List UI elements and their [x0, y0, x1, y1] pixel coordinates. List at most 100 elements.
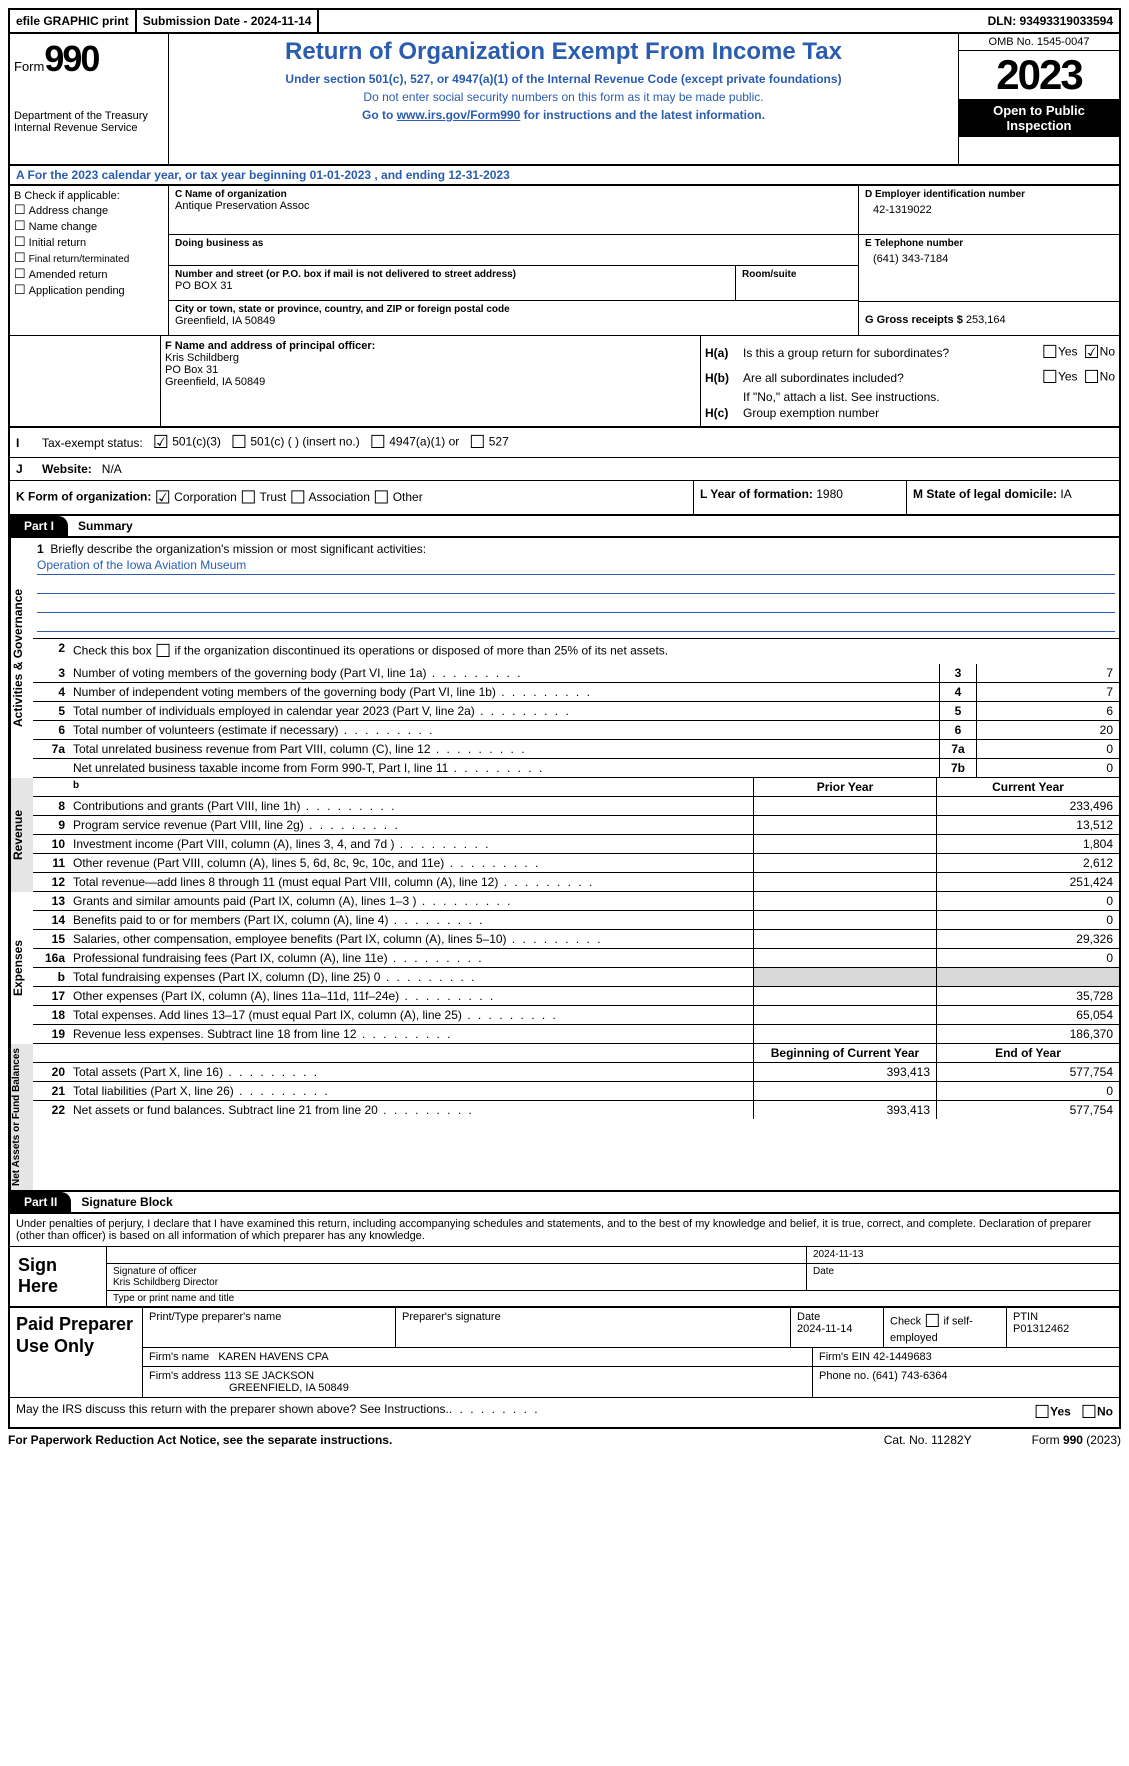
- part-1-header: Part I Summary: [8, 516, 1121, 538]
- ein-label: D Employer identification number: [865, 189, 1113, 200]
- summary-revenue: Revenue b Prior Year Current Year 8Contr…: [8, 778, 1121, 892]
- city-label: City or town, state or province, country…: [175, 304, 852, 315]
- spacer: [319, 10, 981, 32]
- firm-phone: (641) 743-6364: [872, 1370, 947, 1382]
- sign-block: Sign Here 2024-11-13 Signature of office…: [8, 1247, 1121, 1308]
- chk-other[interactable]: ☐ Other: [373, 490, 423, 504]
- chk-4947[interactable]: ☐ 4947(a)(1) or: [370, 432, 460, 453]
- current-year-hdr: Current Year: [936, 778, 1119, 796]
- table-row: 14Benefits paid to or for members (Part …: [33, 911, 1119, 930]
- form-number: 990: [44, 38, 98, 79]
- part-2-title: Signature Block: [81, 1195, 172, 1209]
- type-print-label: Type or print name and title: [107, 1291, 1119, 1306]
- mission-line-2: [37, 577, 1115, 594]
- line-2: Check this box ☐ if the organization dis…: [69, 639, 1119, 664]
- form-ref: Form 990 (2023): [1032, 1433, 1121, 1447]
- col-b: B Check if applicable: ☐Address change ☐…: [10, 186, 169, 335]
- chk-address[interactable]: ☐Address change: [14, 202, 164, 218]
- table-row: 22Net assets or fund balances. Subtract …: [33, 1101, 1119, 1119]
- discuss-no[interactable]: ☐No: [1081, 1402, 1113, 1423]
- cat-no: Cat. No. 11282Y: [884, 1433, 972, 1447]
- page-footer: For Paperwork Reduction Act Notice, see …: [8, 1429, 1121, 1451]
- table-row: 13Grants and similar amounts paid (Part …: [33, 892, 1119, 911]
- ha-yes[interactable]: ☐Yes: [1042, 342, 1078, 363]
- chk-trust[interactable]: ☐ Trust: [240, 490, 286, 504]
- ha-label: Is this a group return for subordinates?: [743, 346, 1042, 360]
- ha-tag: H(a): [705, 346, 743, 360]
- mission-block: 1 Briefly describe the organization's mi…: [33, 538, 1119, 639]
- chk-initial[interactable]: ☐Initial return: [14, 234, 164, 250]
- officer-addr1: PO Box 31: [165, 364, 696, 376]
- chk-final[interactable]: ☐Final return/terminated: [14, 250, 164, 266]
- chk-527[interactable]: ☐ 527: [469, 432, 509, 453]
- row-fgh: F Name and address of principal officer:…: [8, 335, 1121, 428]
- phone-label: E Telephone number: [865, 238, 1113, 249]
- row-a: A For the 2023 calendar year, or tax yea…: [8, 166, 1121, 186]
- row-j: J Website: N/A: [8, 458, 1121, 481]
- hb-tag: H(b): [705, 371, 743, 385]
- header-right: OMB No. 1545-0047 2023 Open to Public In…: [958, 34, 1119, 164]
- addr-value: PO BOX 31: [175, 280, 729, 292]
- website-value: N/A: [102, 462, 122, 476]
- table-row: 19Revenue less expenses. Subtract line 1…: [33, 1025, 1119, 1044]
- chk-501c[interactable]: ☐ 501(c) ( ) (insert no.): [231, 432, 360, 453]
- subtitle-3: Go to www.irs.gov/Form990 for instructio…: [173, 108, 954, 122]
- irs-link[interactable]: www.irs.gov/Form990: [397, 108, 521, 122]
- firm-ein: 42-1449683: [873, 1351, 932, 1363]
- sidebar-revenue: Revenue: [10, 778, 33, 892]
- j-tag: J: [16, 462, 32, 476]
- hb-yes[interactable]: ☐Yes: [1042, 367, 1078, 388]
- table-row: 12Total revenue—add lines 8 through 11 (…: [33, 873, 1119, 892]
- chk-amended[interactable]: ☐Amended return: [14, 266, 164, 282]
- room-label: Room/suite: [742, 269, 852, 280]
- efile-label[interactable]: efile GRAPHIC print: [10, 10, 137, 32]
- table-row: 9Program service revenue (Part VIII, lin…: [33, 816, 1119, 835]
- table-row: 17Other expenses (Part IX, column (A), l…: [33, 987, 1119, 1006]
- ha-no[interactable]: ☑No: [1084, 342, 1115, 363]
- summary-governance: Activities & Governance 1 Briefly descri…: [8, 538, 1121, 778]
- sign-here: Sign Here: [10, 1247, 107, 1306]
- dept-treasury: Department of the Treasury: [14, 110, 164, 122]
- table-row: 10Investment income (Part VIII, column (…: [33, 835, 1119, 854]
- prep-name-hdr: Print/Type preparer's name: [143, 1308, 396, 1347]
- hb-no[interactable]: ☐No: [1084, 367, 1115, 388]
- officer-name: Kris Schildberg: [165, 352, 696, 364]
- col-f: F Name and address of principal officer:…: [161, 336, 701, 426]
- mission-line-4: [37, 615, 1115, 632]
- form-title: Return of Organization Exempt From Incom…: [173, 38, 954, 66]
- chk-corp[interactable]: ☑ Corporation: [155, 490, 237, 504]
- row-k: K Form of organization: ☑ Corporation ☐ …: [10, 481, 694, 514]
- sig-officer-label: Signature of officer: [113, 1266, 800, 1277]
- goto-post: for instructions and the latest informat…: [520, 108, 765, 122]
- firm-addr2: GREENFIELD, IA 50849: [149, 1382, 806, 1394]
- table-row: 8Contributions and grants (Part VIII, li…: [33, 797, 1119, 816]
- chk-assoc[interactable]: ☐ Association: [290, 490, 370, 504]
- sign-date: 2024-11-13: [807, 1247, 1119, 1263]
- boy-hdr: Beginning of Current Year: [753, 1044, 936, 1062]
- form-word: Form: [14, 59, 44, 74]
- prep-self-emp[interactable]: Check ☐ if self-employed: [884, 1308, 1007, 1347]
- col-h: H(a) Is this a group return for subordin…: [701, 336, 1119, 426]
- table-row: 21Total liabilities (Part X, line 26)0: [33, 1082, 1119, 1101]
- chk-pending[interactable]: ☐Application pending: [14, 282, 164, 298]
- prep-sig-hdr: Preparer's signature: [396, 1308, 791, 1347]
- sidebar-net: Net Assets or Fund Balances: [10, 1044, 33, 1190]
- row-l: L Year of formation: 1980: [694, 481, 907, 514]
- row-i: I Tax-exempt status: ☑ 501(c)(3) ☐ 501(c…: [8, 428, 1121, 458]
- part-2-tab: Part II: [10, 1192, 71, 1212]
- table-row: 20Total assets (Part X, line 16)393,4135…: [33, 1063, 1119, 1082]
- chk-501c3[interactable]: ☑ 501(c)(3): [153, 432, 221, 453]
- mission-text: Operation of the Iowa Aviation Museum: [37, 558, 1115, 575]
- pra-notice: For Paperwork Reduction Act Notice, see …: [8, 1433, 392, 1447]
- col-f-blank: [10, 336, 161, 426]
- date-label: Date: [807, 1264, 1119, 1290]
- discuss-yes[interactable]: ☐Yes: [1034, 1402, 1071, 1423]
- website-label: Website:: [42, 462, 92, 476]
- gross-label: G Gross receipts $: [865, 314, 966, 326]
- phone-value: (641) 343-7184: [865, 249, 1113, 269]
- k-label: K Form of organization:: [16, 490, 151, 504]
- tax-status-label: Tax-exempt status:: [42, 436, 143, 450]
- chk-name[interactable]: ☐Name change: [14, 218, 164, 234]
- form-header: Form990 Department of the Treasury Inter…: [8, 34, 1121, 166]
- discuss-text: May the IRS discuss this return with the…: [16, 1402, 449, 1423]
